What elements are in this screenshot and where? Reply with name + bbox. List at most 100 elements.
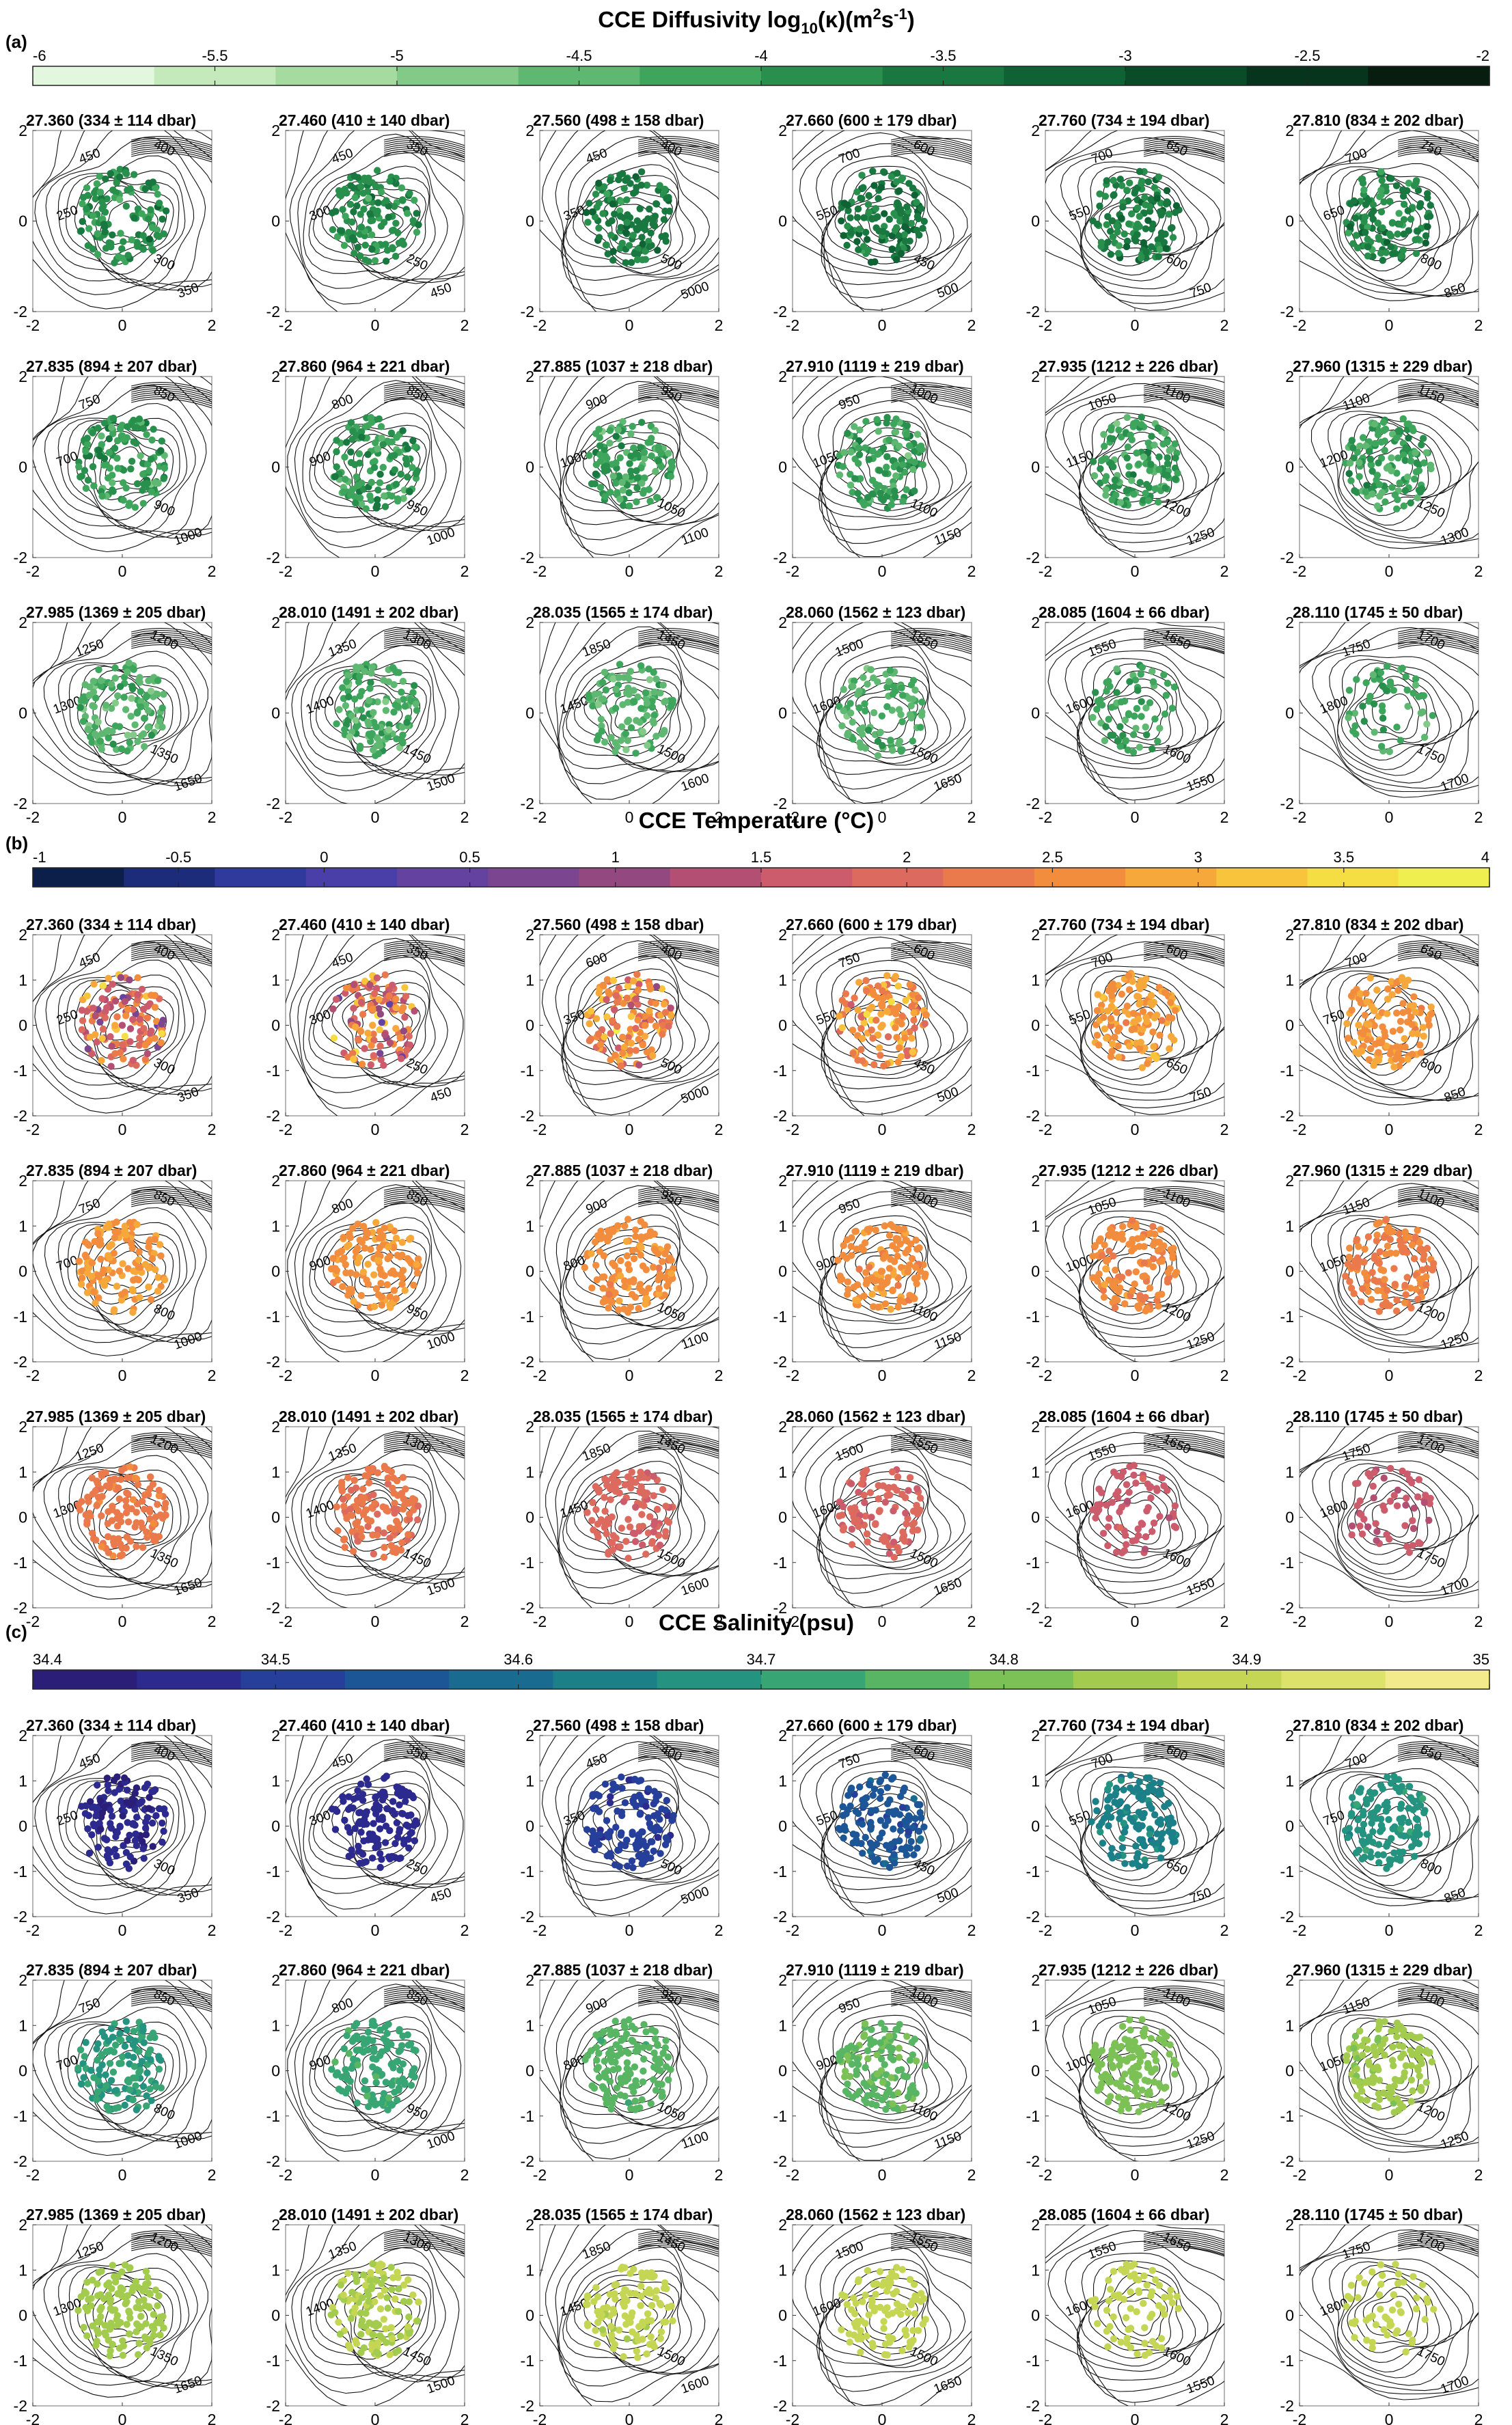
scatter-point <box>1147 461 1155 468</box>
chart-title: CCE Temperature (°C) <box>639 808 874 833</box>
scatter-point <box>361 241 369 249</box>
scatter-point <box>1424 190 1431 197</box>
scatter-point <box>121 998 128 1006</box>
scatter-point <box>1369 490 1376 498</box>
scatter-point <box>1131 1280 1138 1288</box>
contour-line <box>383 136 465 146</box>
scatter-point <box>109 740 117 748</box>
scatter-point <box>875 428 882 435</box>
scatter-point <box>155 200 163 207</box>
scatter-point <box>1382 425 1390 433</box>
scatter-point <box>1137 1039 1144 1046</box>
scatter-point <box>607 176 614 184</box>
scatter-point <box>1101 1025 1109 1033</box>
scatter-point <box>1412 1009 1419 1016</box>
scatter-point <box>1349 444 1357 452</box>
scatter-point <box>1356 458 1363 467</box>
scatter-point <box>630 189 637 197</box>
y-tick-label: -2 <box>266 1353 280 1371</box>
contour-line <box>890 392 972 402</box>
contour-line <box>890 148 972 159</box>
scatter-point <box>891 493 899 500</box>
scatter-point <box>1375 481 1384 489</box>
scatter-point <box>1420 435 1427 442</box>
contour-line <box>1060 150 1224 290</box>
scatter-point <box>1102 455 1110 463</box>
scatter-point <box>643 1048 651 1056</box>
scatter-point <box>622 259 629 266</box>
y-tick-label: 2 <box>525 122 534 139</box>
subplot-title: 28.085 (1604 ± 66 dbar) <box>1039 603 1209 621</box>
scatter-point <box>868 215 876 223</box>
scatter-point <box>907 702 915 710</box>
x-tick-label: 2 <box>1474 562 1483 580</box>
scatter-point <box>86 683 94 691</box>
panel-temperature: (b)CCE Temperature (°C)-1 -0.5 0 0.5 1 1.5 2 2.… <box>5 808 1490 1630</box>
y-tick-label: -2 <box>1280 1107 1294 1125</box>
scatter-point <box>1118 215 1125 222</box>
scatter-point <box>394 702 402 711</box>
scatter-point <box>1151 715 1159 723</box>
scatter-point <box>341 185 348 193</box>
scatter-point <box>382 258 390 265</box>
scatter-point <box>890 1005 898 1013</box>
scatter-point <box>638 419 646 426</box>
scatter-point <box>116 196 124 204</box>
scatter-point <box>844 1278 852 1286</box>
scatter-point <box>391 202 398 210</box>
scatter-point <box>402 461 411 468</box>
scatter-point <box>592 1261 600 1270</box>
scatter-point <box>892 1235 901 1242</box>
scatter-point <box>652 493 661 502</box>
contour-line <box>890 136 972 146</box>
scatter-point <box>919 225 926 232</box>
scatter-point <box>669 700 676 707</box>
scatter-point <box>1364 235 1371 243</box>
scatter-point <box>612 992 620 1000</box>
scatter-point <box>1101 442 1108 450</box>
scatter-point <box>1351 487 1358 495</box>
scatter-point <box>844 429 851 437</box>
scatter-point <box>148 731 155 739</box>
contour-line <box>637 152 719 163</box>
scatter-point <box>1142 1293 1149 1302</box>
scatter-point <box>160 475 167 482</box>
scatter-point <box>371 257 379 264</box>
x-tick-label: 0 <box>1131 316 1140 334</box>
contour-line <box>1143 386 1224 396</box>
scatter-point <box>1116 723 1124 730</box>
scatter-point <box>83 205 90 213</box>
scatter-point <box>883 420 890 427</box>
scatter-point <box>134 974 141 982</box>
scatter-point <box>411 443 419 450</box>
scatter-point <box>1388 991 1396 998</box>
scatter-point <box>1171 475 1179 483</box>
scatter-point <box>614 426 622 434</box>
scatter-point <box>1113 665 1121 673</box>
scatter-point <box>1107 1015 1115 1022</box>
scatter-point <box>599 679 607 686</box>
scatter-point <box>1143 731 1151 739</box>
colorbar-segment <box>1368 66 1490 85</box>
scatter-point <box>637 168 646 176</box>
scatter-point <box>381 492 388 499</box>
scatter-point <box>860 243 868 250</box>
subplot: 27.460 (410 ± 140 dbar)450 350300250450-2… <box>266 916 469 1138</box>
colorbar-segment <box>397 66 519 85</box>
scatter-point <box>1108 496 1116 504</box>
subplot: 27.860 (964 ± 221 dbar)800 8509009501000-… <box>266 357 469 580</box>
scatter-point <box>148 436 156 444</box>
scatter-point <box>595 200 603 207</box>
scatter-point <box>869 448 877 455</box>
contour-line <box>637 142 719 152</box>
scatter-point <box>1378 489 1386 497</box>
scatter-point <box>120 1055 127 1063</box>
scatter-point <box>847 448 855 456</box>
scatter-point <box>1371 420 1379 428</box>
scatter-point <box>1348 437 1356 444</box>
scatter-point <box>329 225 337 234</box>
scatter-point <box>1144 178 1153 186</box>
contour-line <box>793 376 972 558</box>
scatter-point <box>381 219 388 226</box>
scatter-point <box>340 1233 347 1242</box>
